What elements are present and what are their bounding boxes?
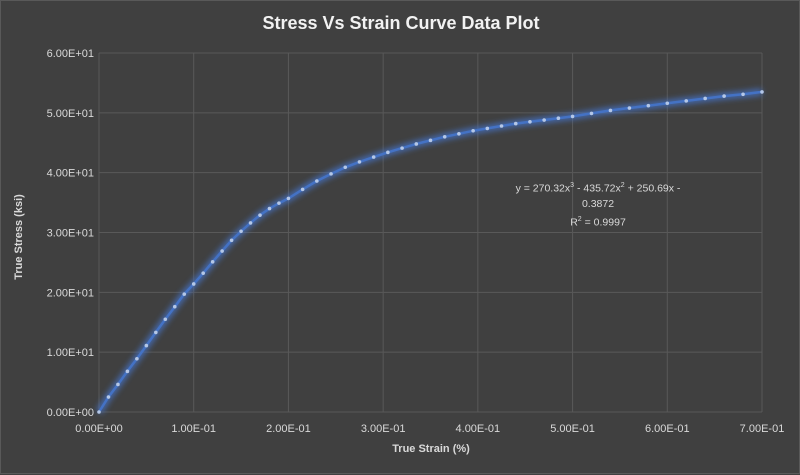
data-point <box>154 330 158 335</box>
data-point <box>570 114 575 119</box>
data-point <box>229 238 234 243</box>
data-point <box>182 292 187 296</box>
y-tick-label: 6.00E+01 <box>47 48 94 60</box>
data-point <box>125 369 130 374</box>
y-tick-label: 3.00E+01 <box>47 228 94 240</box>
data-point <box>258 213 262 217</box>
x-tick-label: 1.00E-01 <box>171 423 216 435</box>
data-point <box>357 160 362 164</box>
x-tick-label: 3.00E-01 <box>361 423 406 435</box>
data-point <box>239 229 243 234</box>
data-point <box>343 165 348 170</box>
y-tick-label: 4.00E+01 <box>47 168 94 180</box>
data-point <box>556 116 561 121</box>
data-point <box>627 106 632 110</box>
chart-title: Stress Vs Strain Curve Data Plot <box>262 13 540 33</box>
data-point <box>703 96 707 101</box>
trendline-label: y = 270.32x3 - 435.72x2 + 250.69x - 0.38… <box>513 178 683 230</box>
y-axis-title: True Stress (ksi) <box>13 194 25 280</box>
data-point <box>371 155 376 159</box>
data-point <box>277 201 281 205</box>
x-tick-label: 7.00E-01 <box>740 423 785 435</box>
data-point <box>286 196 291 201</box>
x-tick-label: 0.00E+00 <box>75 423 122 435</box>
y-tick-label: 5.00E+01 <box>47 108 94 120</box>
data-point <box>97 410 101 414</box>
data-point <box>220 249 224 253</box>
data-point <box>329 172 333 176</box>
x-tick-label: 6.00E-01 <box>645 423 690 435</box>
data-point <box>442 134 447 139</box>
data-point <box>201 271 205 275</box>
data-point <box>300 187 305 192</box>
data-point <box>646 103 651 108</box>
x-axis-title: True Strain (%) <box>392 443 470 455</box>
data-point <box>386 150 390 155</box>
data-point <box>172 304 177 309</box>
data-point <box>485 126 490 131</box>
data-point <box>106 395 111 399</box>
data-point <box>589 111 594 116</box>
data-point <box>163 317 168 322</box>
data-point <box>471 128 475 133</box>
x-tick-label: 2.00E-01 <box>266 423 311 435</box>
data-point <box>528 120 532 124</box>
data-point <box>267 206 272 211</box>
data-point <box>542 118 546 122</box>
y-tick-label: 1.00E+01 <box>47 347 94 359</box>
data-point <box>414 142 419 146</box>
x-tick-label: 5.00E-01 <box>550 423 595 435</box>
data-point <box>665 101 670 106</box>
data-point <box>400 146 404 150</box>
data-point <box>760 90 764 94</box>
data-point <box>191 282 196 286</box>
data-point <box>116 382 120 387</box>
x-tick-label: 4.00E-01 <box>456 423 501 435</box>
data-point <box>722 94 726 98</box>
data-point <box>513 121 518 126</box>
data-point <box>248 221 253 225</box>
data-point <box>135 356 139 361</box>
data-point <box>144 343 149 348</box>
data-point <box>457 131 461 136</box>
y-tick-label: 2.00E+01 <box>47 287 94 299</box>
data-point <box>315 179 319 183</box>
data-point <box>428 138 433 143</box>
data-point <box>741 92 745 97</box>
data-point <box>608 108 613 113</box>
data-point <box>684 99 689 103</box>
trendline-r-squared: R2 = 0.9997 <box>570 215 626 229</box>
trendline-equation: y = 270.32x3 - 435.72x2 + 250.69x - 0.38… <box>515 182 681 210</box>
data-point <box>210 260 215 264</box>
y-tick-label: 0.00E+00 <box>47 407 94 419</box>
data-point <box>499 124 504 128</box>
